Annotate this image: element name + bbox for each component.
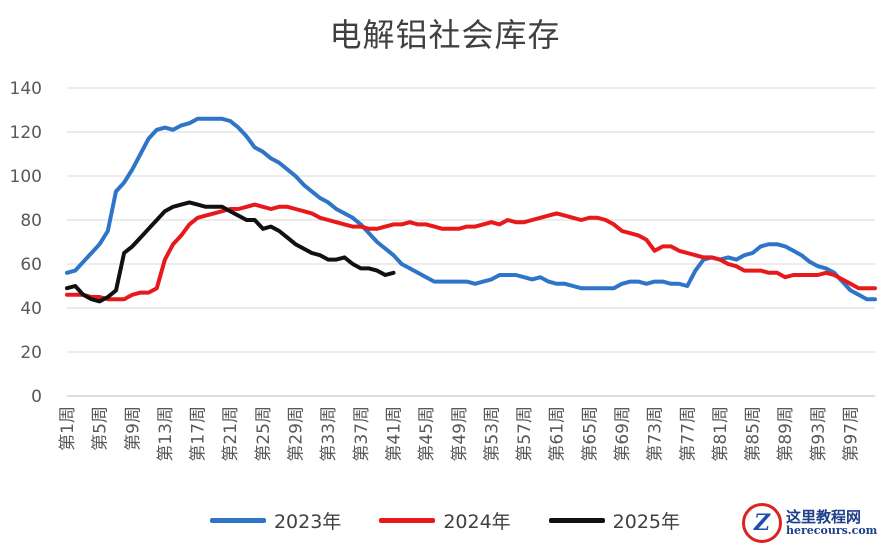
legend-swatch-2024 — [379, 518, 436, 523]
y-tick-label-60: 60 — [20, 255, 42, 275]
x-tick-label-33: 第33周 — [319, 406, 339, 462]
legend-label-2024: 2024年 — [443, 511, 511, 533]
x-tick-label-41: 第41周 — [384, 406, 404, 462]
x-tick-label-93: 第93周 — [809, 406, 829, 462]
y-tick-label-100: 100 — [10, 167, 42, 187]
legend: 2023年 2024年 2025年 — [0, 507, 890, 534]
legend-item-2023: 2023年 — [209, 507, 342, 534]
watermark-text: 这里教程网 herecours.com — [786, 509, 877, 538]
x-tick-label-97: 第97周 — [842, 406, 862, 462]
y-tick-label-140: 140 — [10, 79, 42, 99]
y-tick-label-120: 120 — [10, 123, 42, 143]
y-tick-label-0: 0 — [31, 387, 42, 407]
series-line-2025年 — [65, 200, 396, 304]
y-tick-label-80: 80 — [20, 211, 42, 231]
x-tick-label-29: 第29周 — [287, 406, 307, 462]
legend-swatch-2023 — [209, 518, 266, 523]
watermark-en: herecours.com — [786, 524, 878, 538]
watermark-badge-icon: Z — [742, 503, 782, 543]
x-tick-label-5: 第5周 — [91, 406, 111, 451]
series-line-2024年 — [65, 202, 877, 302]
legend-item-2024: 2024年 — [379, 507, 511, 534]
x-tick-label-85: 第85周 — [744, 406, 764, 462]
x-tick-label-65: 第65周 — [580, 406, 600, 462]
x-tick-label-69: 第69周 — [613, 406, 633, 462]
watermark-logo: Z 这里教程网 herecours.com — [742, 500, 890, 546]
y-tick-label-20: 20 — [20, 343, 42, 363]
x-tick-label-13: 第13周 — [156, 406, 176, 462]
x-tick-label-21: 第21周 — [221, 406, 241, 462]
legend-label-2023: 2023年 — [273, 511, 342, 533]
x-tick-label-73: 第73周 — [646, 406, 666, 462]
watermark-cn: 这里教程网 — [786, 507, 862, 526]
x-tick-label-9: 第9周 — [123, 406, 143, 451]
gridlines — [67, 87, 875, 353]
x-tick-label-1: 第1周 — [58, 406, 78, 451]
x-tick-label-81: 第81周 — [711, 406, 731, 462]
y-axis-tick-labels: 0 20 40 60 80 100 120 140 — [10, 79, 42, 407]
x-tick-label-77: 第77周 — [678, 406, 698, 462]
y-tick-label-40: 40 — [20, 299, 42, 319]
series-lines — [65, 116, 877, 304]
x-axis-tick-labels: 第1周 第5周 第9周 第13周 第17周 第21周 第25周 第29周 第33周 第37周 第41… — [58, 406, 862, 462]
series-line-2023年 — [65, 116, 877, 302]
legend-swatch-2025 — [548, 518, 605, 523]
x-tick-label-53: 第53周 — [482, 406, 502, 462]
x-tick-label-61: 第61周 — [548, 406, 568, 462]
x-tick-label-17: 第17周 — [189, 406, 209, 462]
legend-label-2025: 2025年 — [612, 511, 681, 533]
x-tick-label-49: 第49周 — [450, 406, 470, 462]
legend-item-2025: 2025年 — [548, 507, 681, 534]
x-tick-label-25: 第25周 — [254, 406, 274, 462]
watermark-badge-letter: Z — [753, 510, 771, 536]
x-tick-label-45: 第45周 — [417, 406, 437, 462]
chart-title: 电解铝社会库存 — [329, 16, 561, 54]
x-tick-label-57: 第57周 — [515, 406, 535, 462]
x-tick-label-37: 第37周 — [352, 406, 372, 462]
x-tick-label-89: 第89周 — [776, 406, 796, 462]
